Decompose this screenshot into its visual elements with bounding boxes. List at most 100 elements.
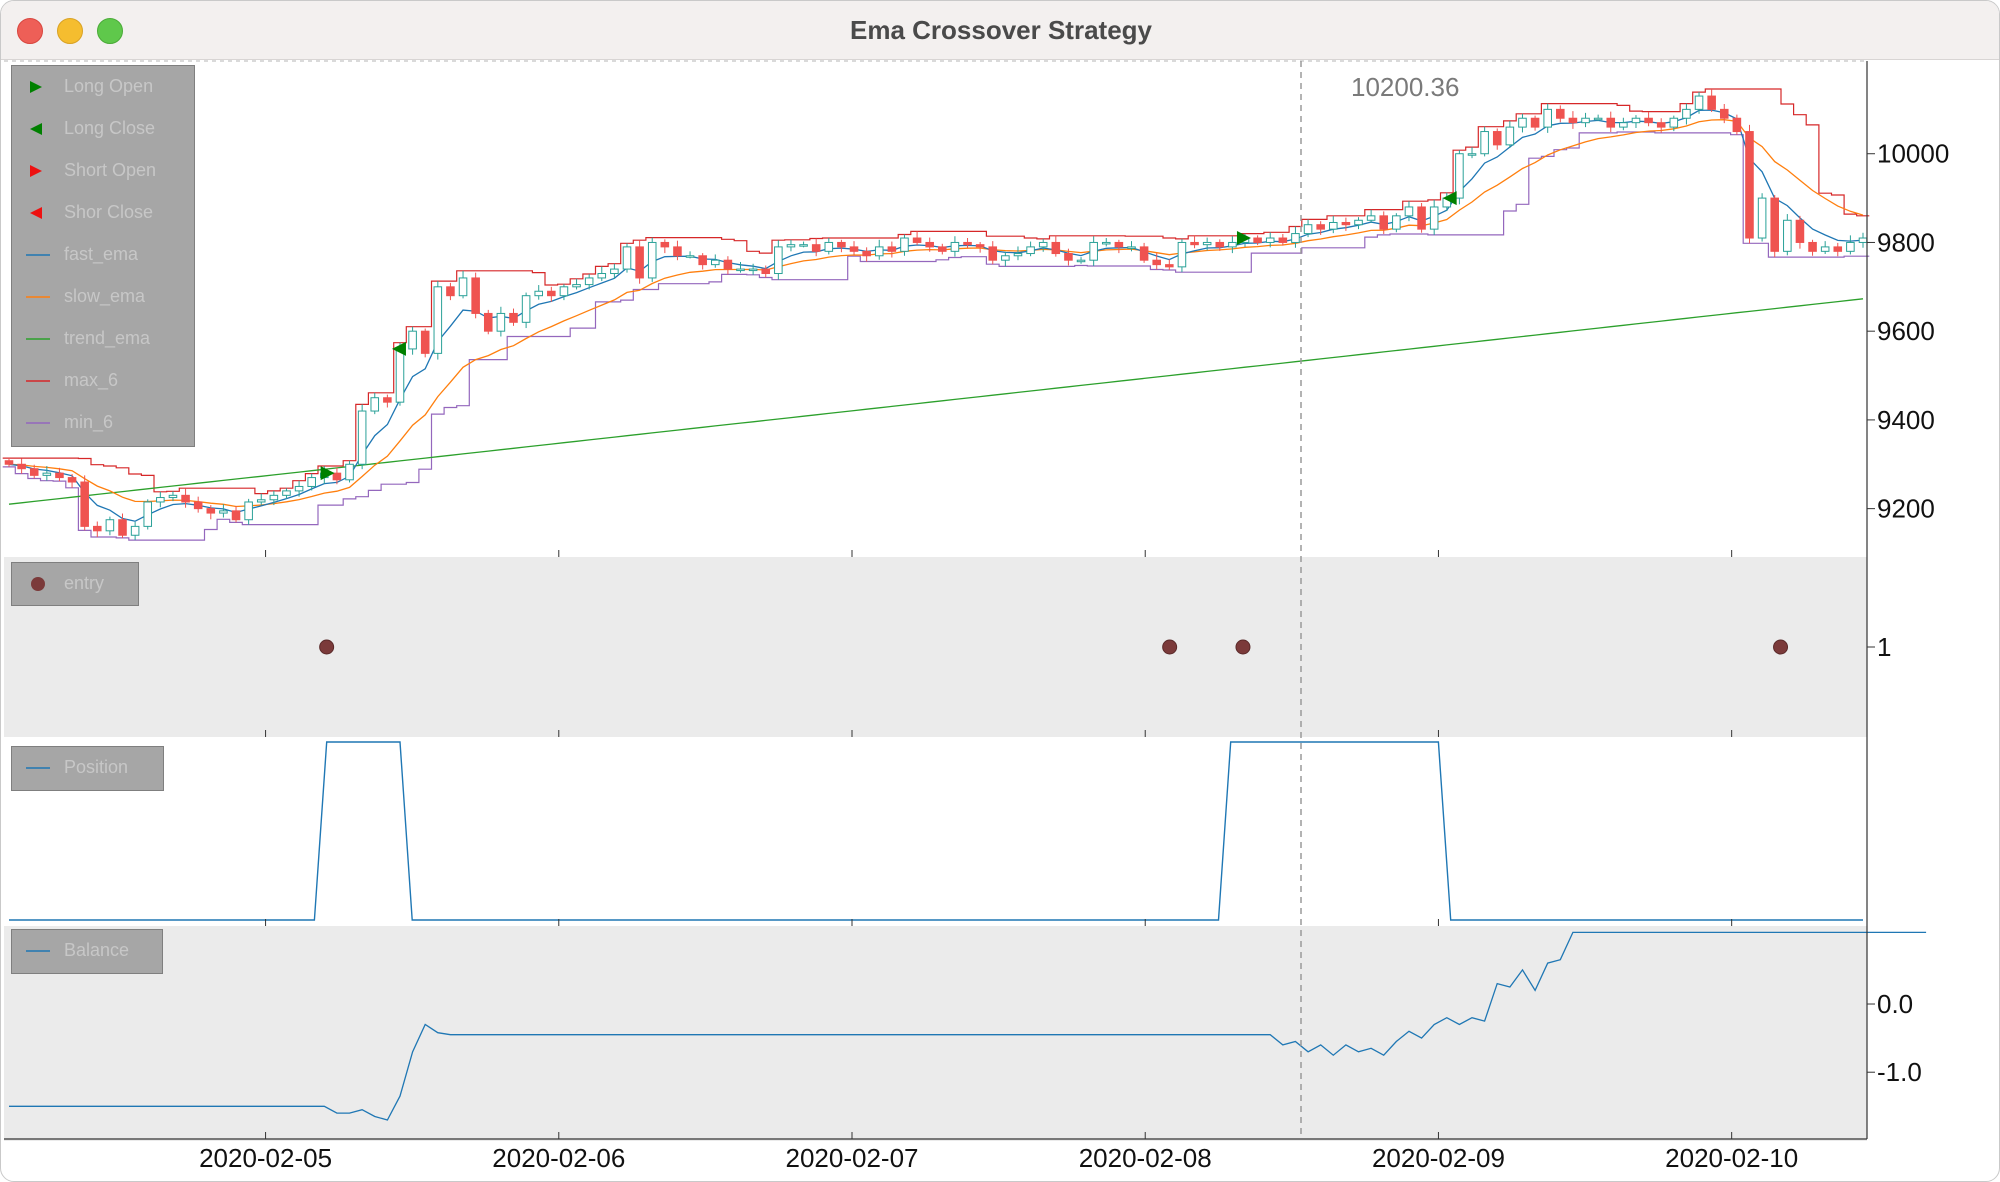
candle: [1820, 246, 1830, 252]
price-ytick-label: 9600: [1877, 316, 1935, 346]
entry-legend[interactable]: entry: [11, 562, 139, 606]
candle: [206, 508, 216, 514]
line-green-icon: [26, 338, 50, 340]
candle: [963, 241, 972, 246]
candle: [256, 499, 266, 503]
candle: [547, 290, 556, 297]
legend-label: trend_ema: [64, 328, 151, 348]
candle: [509, 312, 518, 323]
candle: [811, 244, 821, 252]
legend-row-long-close: Long Close: [12, 108, 194, 150]
long-close-marker: [391, 341, 406, 356]
candle: [1669, 117, 1679, 128]
balance-layer: [9, 931, 1927, 1121]
candle: [408, 330, 417, 350]
candle: [307, 477, 316, 487]
candle: [395, 348, 405, 403]
maximize-window-button[interactable]: [97, 18, 123, 44]
candle: [181, 494, 190, 503]
candle: [1329, 221, 1338, 230]
candle: [1001, 255, 1010, 261]
candle: [446, 286, 455, 297]
balance-legend[interactable]: Balance: [11, 929, 163, 974]
candle: [1177, 241, 1187, 268]
candle: [900, 237, 909, 252]
candle: [1215, 241, 1225, 248]
title-bar: Ema Crossover Strategy: [1, 1, 1999, 60]
candle: [1114, 241, 1124, 248]
candle: [1783, 219, 1792, 252]
entry-point: [1162, 639, 1178, 655]
candle: [282, 490, 291, 496]
balance-ytick-label: -1.0: [1877, 1057, 1922, 1087]
candle: [862, 250, 871, 257]
xtick-label: 2020-02-09: [1372, 1143, 1505, 1173]
legend-row-slow-ema: slow_ema: [12, 276, 194, 318]
entry-ytick-label: 1: [1877, 632, 1891, 662]
candle: [975, 244, 985, 248]
candle: [950, 241, 960, 252]
candle: [597, 273, 607, 279]
candle: [824, 241, 834, 252]
candle: [1606, 117, 1616, 128]
xtick-label: 2020-02-07: [786, 1143, 919, 1173]
legend-row-shor-close: Shor Close: [12, 192, 194, 234]
candle: [4, 460, 14, 465]
candle: [1429, 206, 1439, 230]
xtick-label: 2020-02-10: [1665, 1143, 1798, 1173]
candle: [130, 525, 140, 536]
entry-point: [319, 639, 335, 655]
candle: [1354, 219, 1363, 226]
close-window-button[interactable]: [17, 18, 43, 44]
line-purple-icon: [26, 422, 50, 424]
candle: [105, 519, 115, 532]
candle: [1190, 241, 1199, 246]
legend-label: entry: [64, 573, 105, 593]
balance-line: [9, 931, 1927, 1121]
position-legend[interactable]: Position: [11, 746, 164, 791]
candle: [1492, 131, 1502, 146]
price-layer: [2, 88, 1870, 541]
candle: [17, 463, 26, 470]
candle: [1366, 215, 1376, 221]
min-6-line: [2, 131, 1870, 541]
candle: [269, 494, 279, 501]
legend-label: Long Close: [64, 118, 156, 138]
candle: [1745, 131, 1754, 239]
legend-label: Balance: [64, 940, 130, 960]
price-panel-bg: [4, 60, 1867, 557]
minimize-window-button[interactable]: [57, 18, 83, 44]
legend-entry-row: entry: [12, 563, 138, 605]
candle: [93, 525, 102, 532]
candle: [1846, 241, 1855, 252]
xtick-label: 2020-02-08: [1079, 1143, 1212, 1173]
candle: [572, 284, 581, 288]
candle: [143, 501, 153, 527]
position-line: [9, 741, 1863, 921]
candle: [1139, 246, 1149, 261]
line-blue-icon: [26, 767, 50, 769]
candle: [1543, 108, 1552, 128]
candle: [1656, 122, 1666, 128]
candle: [1467, 153, 1477, 156]
legend-label: max_6: [64, 370, 119, 390]
price-legend[interactable]: Long Open Long Close Short Open Shor Close f…: [11, 65, 195, 447]
candle: [370, 397, 380, 412]
candle: [622, 246, 632, 270]
entry-point: [1235, 639, 1251, 655]
position-panel-bg: [4, 737, 1867, 926]
price-ytick-label: 10000: [1877, 139, 1949, 169]
axes-layer: 9200 9400 9600 9800 10000 1 0.0 -1.0 2020-02-05 2…: [4, 61, 1949, 1173]
candle: [786, 244, 796, 248]
legend-row-short-open: Short Open: [12, 150, 194, 192]
candle: [1682, 108, 1691, 119]
candle: [647, 241, 657, 279]
candle: [1341, 221, 1351, 226]
xtick-label: 2020-02-06: [492, 1143, 625, 1173]
candle: [874, 246, 884, 257]
candle: [635, 246, 644, 279]
candle: [559, 286, 569, 297]
candle: [534, 290, 543, 297]
